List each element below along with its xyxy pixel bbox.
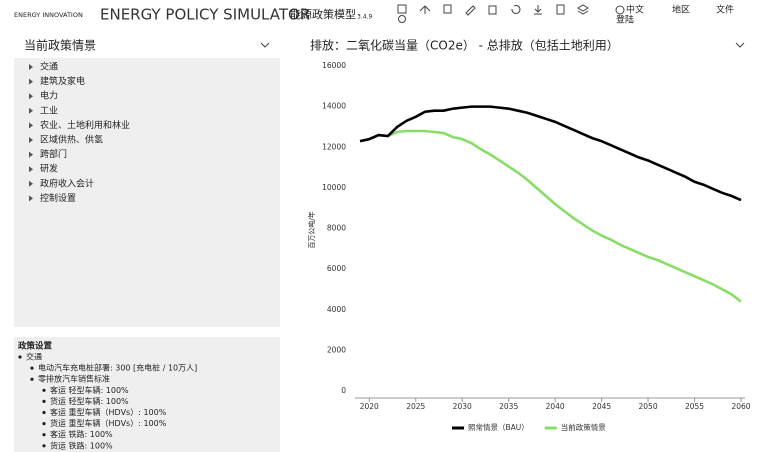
x-tick-label: 2050 — [639, 402, 658, 411]
y-axis-label: 百万公吨/年 — [307, 211, 316, 248]
y-tick-label: 8000 — [327, 224, 346, 233]
bullet — [30, 366, 34, 370]
chart-title: 排放：二氧化碳当量（CO2e） - 总排放（包括土地利用） — [310, 38, 619, 53]
info-icon[interactable] — [398, 15, 406, 23]
sidebar-item[interactable]: 建筑及家电 — [40, 75, 85, 87]
download-icon[interactable] — [534, 5, 542, 15]
policy-panel — [14, 337, 280, 452]
sidebar-panel — [14, 58, 280, 327]
expand-arrow[interactable] — [29, 180, 33, 187]
app-subtitle: 能源政策模型 — [290, 7, 356, 21]
policy-title: 政策设置 — [18, 341, 53, 352]
language-menu[interactable]: 中文 — [626, 4, 644, 16]
sidebar-item[interactable]: 研发 — [40, 163, 58, 175]
policy-item: 电动汽车充电桩部署: 300 [充电桩 / 10万人] — [38, 363, 197, 373]
y-tick-label: 0 — [341, 386, 346, 395]
expand-arrow[interactable] — [29, 166, 33, 173]
sidebar-item[interactable]: 控制设置 — [40, 192, 76, 204]
bullet — [42, 399, 46, 403]
toolbar — [397, 4, 625, 23]
logo: ENERGY INNOVATION — [14, 11, 83, 19]
series-line — [359, 105, 742, 202]
y-tick-label: 16000 — [322, 61, 346, 70]
policy-item: 客运 轻型车辆: 100% — [50, 385, 129, 395]
sidebar-toggle[interactable] — [260, 42, 270, 48]
legend-label: 照常情景（BAU） — [468, 422, 529, 432]
y-tick-label: 14000 — [322, 102, 346, 111]
policy-item: 货运 重型车辆（HDVs）: 100% — [50, 418, 167, 428]
sidebar-item[interactable]: 工业 — [40, 105, 58, 116]
x-tick-label: 2055 — [685, 402, 704, 411]
legend-label: 当前政策情景 — [561, 422, 606, 432]
upload-icon[interactable] — [419, 5, 431, 14]
y-tick-label: 12000 — [322, 142, 346, 151]
region-menu[interactable]: 地区 — [672, 4, 690, 16]
bullet — [18, 355, 22, 359]
expand-arrow[interactable] — [29, 107, 33, 114]
bullet — [30, 377, 34, 381]
sidebar-item[interactable]: 区域供热、供氢 — [40, 134, 103, 146]
policy-item: 客运 铁路: 100% — [50, 429, 113, 439]
expand-arrow[interactable] — [29, 93, 33, 100]
policy-item: 零排放汽车销售标准 — [38, 374, 110, 384]
bullet — [42, 444, 46, 448]
x-tick-label: 2030 — [453, 402, 472, 411]
expand-arrow[interactable] — [29, 151, 33, 158]
sidebar-item[interactable]: 跨部门 — [40, 148, 67, 160]
bullet — [42, 410, 46, 415]
delete-icon[interactable] — [488, 5, 497, 15]
globe-icon[interactable] — [615, 5, 625, 15]
version: 3.4.9 — [357, 14, 372, 21]
bullet — [42, 433, 46, 437]
copy-icon[interactable] — [443, 4, 452, 14]
x-tick-label: 2045 — [592, 402, 611, 411]
sidebar-item[interactable]: 交通 — [40, 61, 58, 73]
expand-arrow[interactable] — [29, 64, 33, 70]
bullet — [42, 388, 46, 392]
x-tick-label: 2060 — [731, 402, 750, 411]
sidebar-item[interactable]: 政府收入会计 — [40, 177, 94, 189]
layers-icon[interactable] — [577, 4, 589, 15]
expand-arrow[interactable] — [29, 195, 33, 202]
undo-icon[interactable] — [511, 5, 521, 14]
y-tick-label: 2000 — [327, 345, 346, 354]
x-tick-label: 2040 — [546, 402, 565, 411]
policy-item: 货运 轻型车辆: 100% — [50, 396, 129, 406]
export-icon[interactable] — [556, 4, 565, 15]
x-tick-label: 2035 — [499, 402, 518, 411]
expand-arrow[interactable] — [29, 122, 33, 129]
x-tick-label: 2025 — [406, 402, 425, 411]
new-icon[interactable] — [397, 4, 407, 14]
y-tick-label: 6000 — [327, 264, 346, 273]
sidebar-item[interactable]: 农业、土地利用和林业 — [40, 119, 130, 131]
expand-arrow[interactable] — [29, 78, 33, 85]
policy-item: 客运 重型车辆（HDVs）: 100% — [50, 407, 167, 417]
policy-item: 货运 铁路: 100% — [50, 440, 113, 450]
expand-arrow[interactable] — [29, 137, 33, 143]
sidebar-item[interactable]: 电力 — [40, 90, 58, 102]
sidebar-title: 当前政策情景 — [24, 38, 96, 53]
edit-icon[interactable] — [465, 5, 476, 16]
series-line — [359, 129, 742, 303]
y-tick-label: 4000 — [327, 305, 346, 314]
login-link[interactable]: 登陆 — [616, 14, 634, 26]
policy-item: 交通 — [26, 352, 42, 362]
x-tick-label: 2020 — [360, 402, 379, 411]
app-title: ENERGY POLICY SIMULATOR — [100, 6, 310, 24]
bullet — [42, 422, 46, 426]
y-tick-label: 10000 — [322, 183, 346, 192]
file-menu[interactable]: 文件 — [716, 4, 734, 16]
chart-toggle[interactable] — [735, 42, 745, 48]
